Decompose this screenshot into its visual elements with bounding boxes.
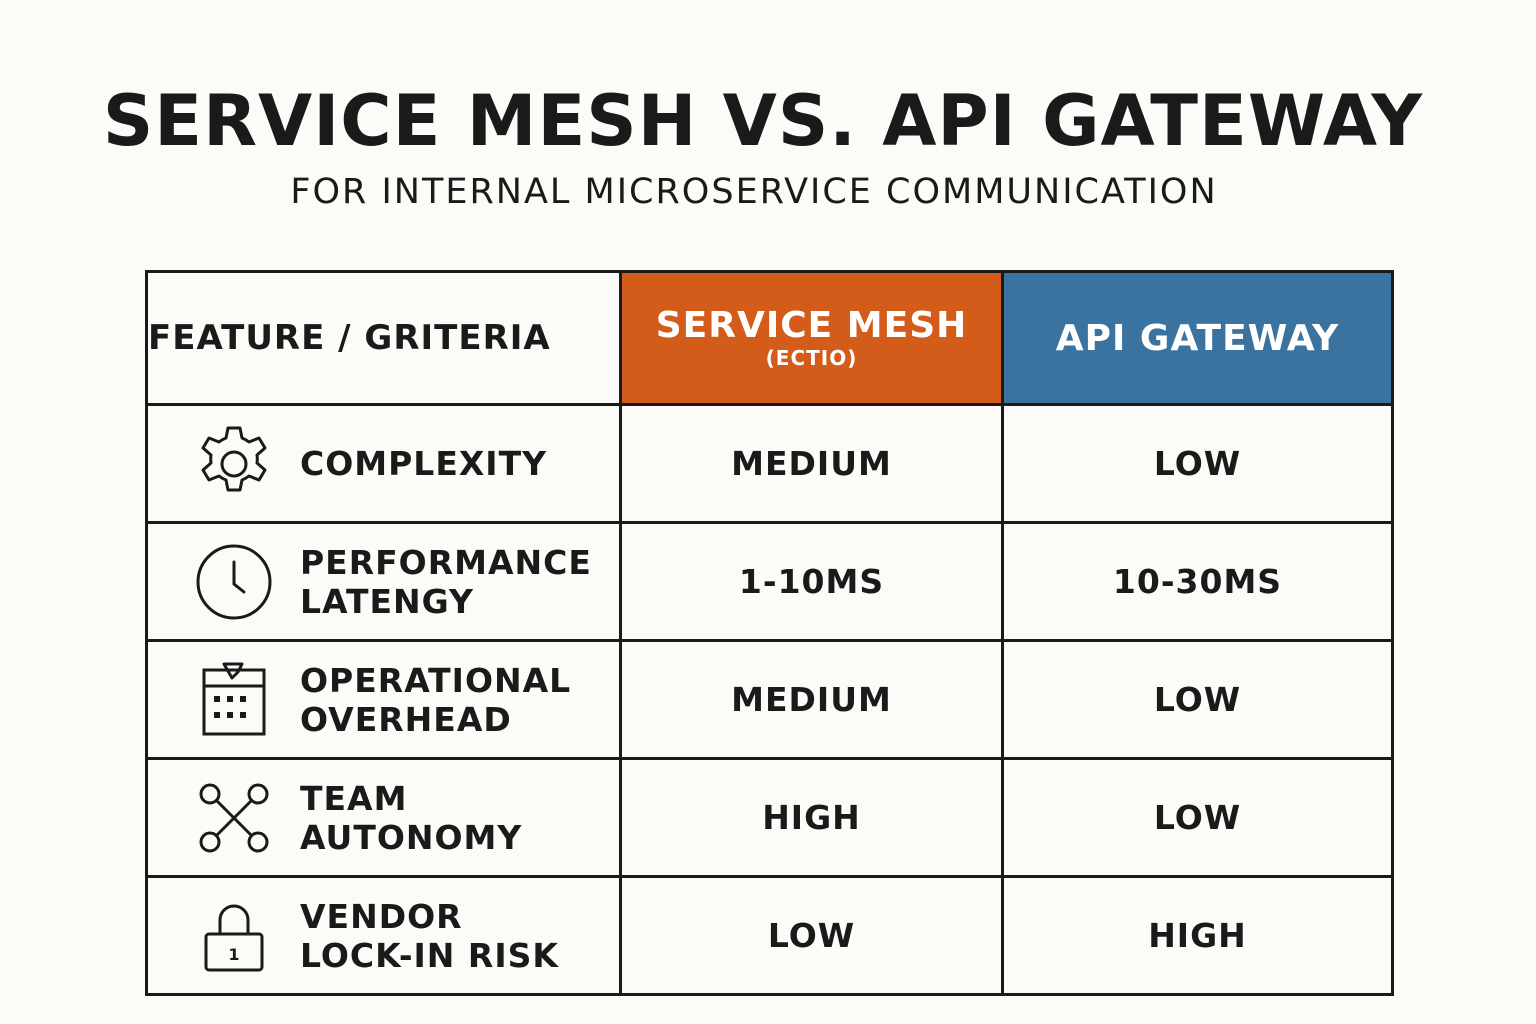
criteria-label: TEAM AUTONOMY — [300, 778, 523, 857]
criteria-cell-complexity: COMPLEXITY — [145, 403, 622, 524]
table-row: 1 VENDOR LOCK-IN RISK LOW HIGH — [145, 875, 1394, 996]
clock-icon — [194, 542, 274, 622]
api-gateway-value: 10-30MS — [1001, 521, 1394, 642]
page-title: SERVICE MESH VS. API GATEWAY — [102, 80, 1424, 162]
service-mesh-value: MEDIUM — [619, 403, 1004, 524]
header-api-gateway: API GATEWAY — [1001, 270, 1394, 406]
criteria-cell-team-autonomy: TEAM AUTONOMY — [145, 757, 622, 878]
api-gateway-value: HIGH — [1001, 875, 1394, 996]
table-header-row: FEATURE / GRITERIA SERVICE MESH (ECTIO) … — [145, 270, 1394, 406]
lock-icon: 1 — [194, 896, 274, 976]
criteria-label: OPERATIONAL OVERHEAD — [300, 660, 572, 739]
api-gateway-value: LOW — [1001, 757, 1394, 878]
criteria-label: VENDOR LOCK-IN RISK — [300, 896, 559, 975]
api-gateway-value: LOW — [1001, 403, 1394, 524]
calendar-icon — [194, 660, 274, 740]
service-mesh-value: MEDIUM — [619, 639, 1004, 760]
api-gateway-value: LOW — [1001, 639, 1394, 760]
network-icon — [194, 778, 274, 858]
table-row: PERFORMANCE LATENGY 1-10MS 10-30MS — [145, 521, 1394, 642]
header-feature-criteria: FEATURE / GRITERIA — [145, 270, 622, 406]
criteria-cell-performance-latency: PERFORMANCE LATENGY — [145, 521, 622, 642]
service-mesh-value: LOW — [619, 875, 1004, 996]
lock-icon-digit: 1 — [228, 945, 239, 964]
gear-icon — [194, 424, 274, 504]
table-row: TEAM AUTONOMY HIGH LOW — [145, 757, 1394, 878]
table-row: OPERATIONAL OVERHEAD MEDIUM LOW — [145, 639, 1394, 760]
criteria-cell-operational-overhead: OPERATIONAL OVERHEAD — [145, 639, 622, 760]
criteria-cell-vendor-lock-in-risk: 1 VENDOR LOCK-IN RISK — [145, 875, 622, 996]
criteria-label: COMPLEXITY — [300, 444, 547, 483]
header-service-mesh-label: SERVICE MESH — [655, 305, 968, 346]
header-service-mesh-sublabel: (ECTIO) — [765, 346, 858, 370]
table-row: COMPLEXITY MEDIUM LOW — [145, 403, 1394, 524]
service-mesh-value: HIGH — [619, 757, 1004, 878]
header-service-mesh: SERVICE MESH (ECTIO) — [619, 270, 1004, 406]
page-subtitle: FOR INTERNAL MICROSERVICE COMMUNICATION — [290, 172, 1218, 212]
service-mesh-value: 1-10MS — [619, 521, 1004, 642]
criteria-label: PERFORMANCE LATENGY — [300, 542, 592, 621]
comparison-table: FEATURE / GRITERIA SERVICE MESH (ECTIO) … — [145, 270, 1394, 996]
